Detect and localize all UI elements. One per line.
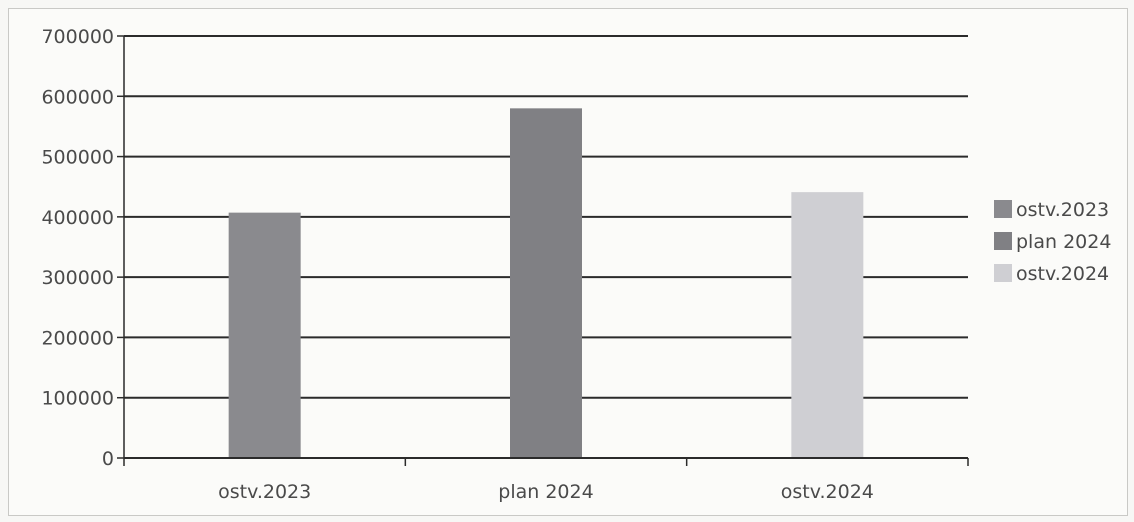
y-tick-label: 500000 bbox=[41, 147, 114, 169]
legend-label: plan 2024 bbox=[1016, 231, 1111, 253]
y-tick-label: 700000 bbox=[41, 26, 114, 48]
y-tick-label: 400000 bbox=[41, 207, 114, 229]
y-tick-label: 100000 bbox=[41, 388, 114, 410]
legend-label: ostv.2024 bbox=[1016, 263, 1109, 285]
y-tick-label: 200000 bbox=[41, 327, 114, 349]
legend-label: ostv.2023 bbox=[1016, 199, 1109, 221]
x-category-label: ostv.2023 bbox=[218, 481, 311, 503]
y-axis-ticks: 0 100000 200000 300000 400000 500000 600000 700… bbox=[41, 26, 124, 470]
bar bbox=[791, 192, 864, 458]
x-category-label: plan 2024 bbox=[498, 481, 593, 503]
legend-swatch bbox=[994, 200, 1012, 218]
x-axis: ostv.2023 plan 2024 ostv.2024 bbox=[123, 36, 969, 503]
legend-swatch bbox=[994, 232, 1012, 250]
legend: ostv.2023 plan 2024 ostv.2024 bbox=[994, 199, 1111, 285]
bar bbox=[228, 212, 301, 458]
bars bbox=[228, 108, 864, 458]
y-tick-label: 600000 bbox=[41, 86, 114, 108]
legend-swatch bbox=[994, 264, 1012, 282]
y-tick-label: 0 bbox=[102, 448, 114, 470]
bar bbox=[510, 108, 582, 458]
y-tick-label: 300000 bbox=[41, 267, 114, 289]
x-category-label: ostv.2024 bbox=[781, 481, 874, 503]
